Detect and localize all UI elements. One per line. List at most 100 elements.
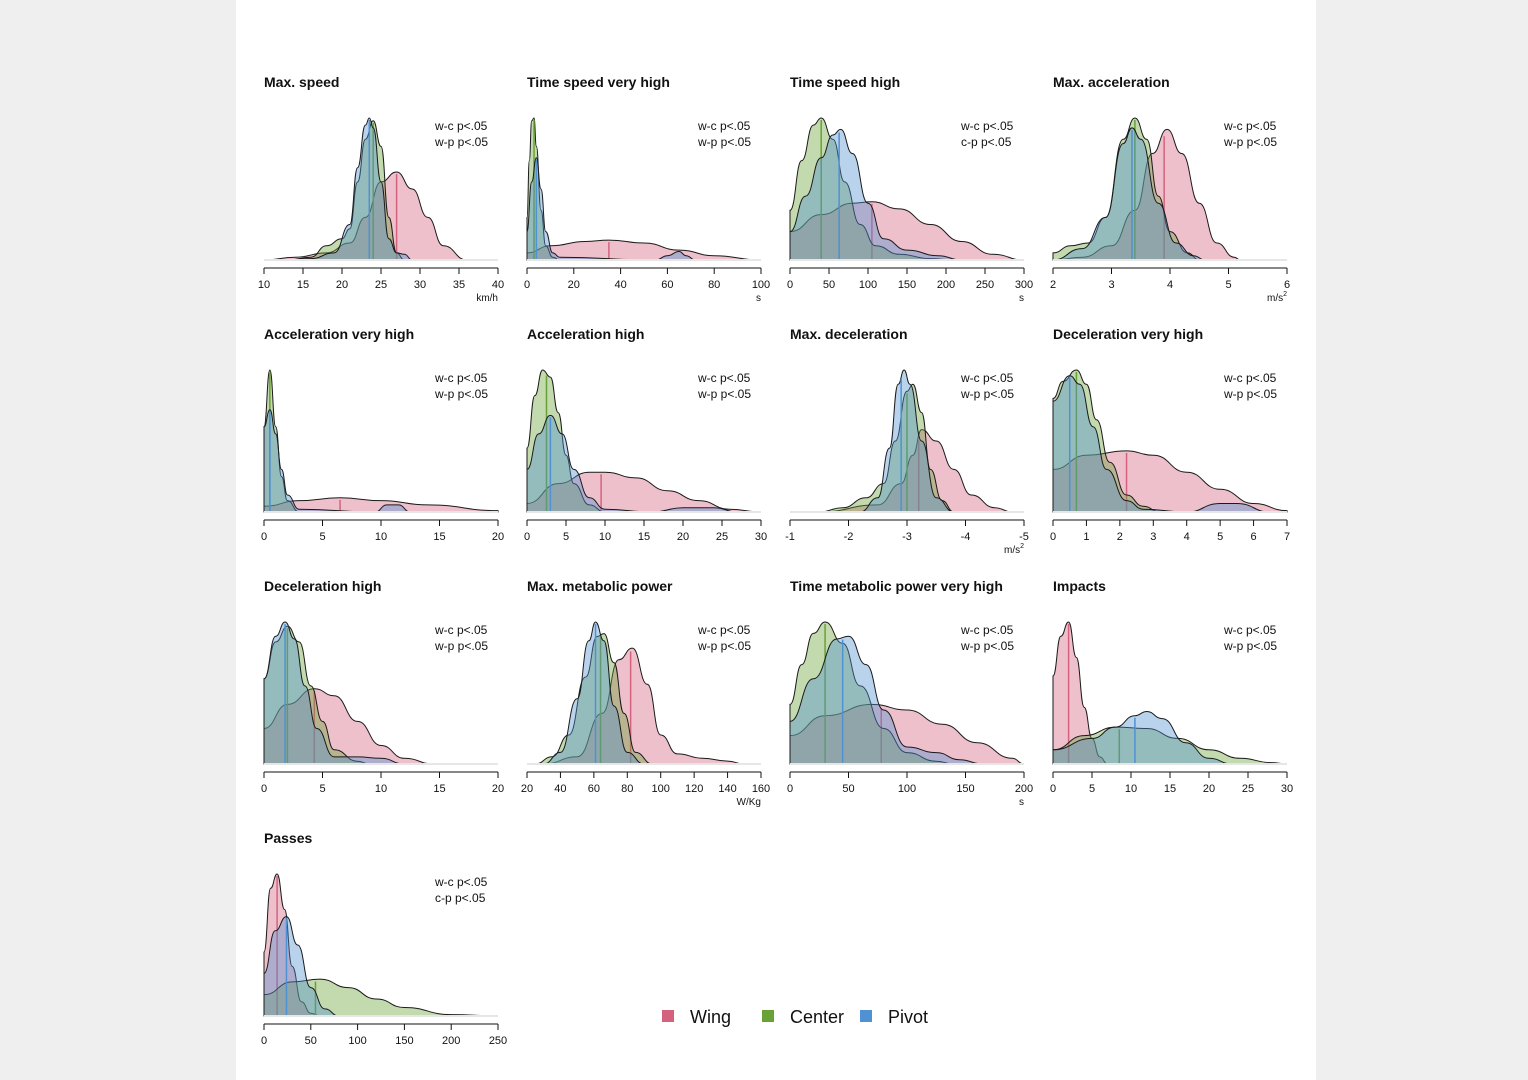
tick-label: 25 — [716, 531, 728, 543]
tick-label: 160 — [752, 783, 770, 795]
tick-label: 10 — [258, 279, 270, 291]
density-wing — [1052, 621, 1108, 765]
density-pivot — [263, 409, 411, 513]
tick-label: 0 — [787, 279, 793, 291]
panel-max-metabolic-power: Max. metabolic power w-c p<.05 w-p p<.05 20… — [521, 578, 770, 808]
significance-note: w-c p<.05 — [697, 371, 751, 385]
density-pivot — [526, 414, 738, 513]
legend-label: Center — [790, 1007, 844, 1027]
panel-title: Max. speed — [264, 74, 339, 90]
tick-label: 2 — [1117, 531, 1123, 543]
tick-label: 0 — [261, 1035, 267, 1047]
tick-label: 20 — [336, 279, 348, 291]
density-center — [1052, 117, 1200, 261]
legend-swatch — [860, 1010, 872, 1022]
significance-note: w-p p<.05 — [1223, 387, 1277, 401]
panel-title: Time metabolic power very high — [790, 578, 1003, 594]
significance-note: w-c p<.05 — [697, 623, 751, 637]
tick-label: 15 — [433, 531, 445, 543]
tick-label: 50 — [842, 783, 854, 795]
tick-label: 20 — [492, 531, 504, 543]
tick-label: 5 — [319, 783, 325, 795]
significance-note: w-c p<.05 — [434, 119, 488, 133]
tick-label: -3 — [902, 531, 912, 543]
tick-label: 140 — [718, 783, 736, 795]
density-pivot — [263, 916, 339, 1017]
tick-label: 0 — [787, 783, 793, 795]
significance-note: w-p p<.05 — [1223, 639, 1277, 653]
tick-label: 15 — [638, 531, 650, 543]
panel-max-deceleration: Max. deceleration w-c p<.05 w-p p<.05 -1 -2 -… — [785, 326, 1029, 556]
tick-label: 6 — [1251, 531, 1257, 543]
tick-label: 60 — [661, 279, 673, 291]
tick-label: -1 — [785, 531, 795, 543]
legend-label: Pivot — [888, 1007, 928, 1027]
figure-panel: Max. speed w-c p<.05 w-p p<.05 10 15 20 25 30 35… — [236, 0, 1316, 1080]
significance-note: w-c p<.05 — [1223, 119, 1277, 133]
tick-label: 0 — [261, 531, 267, 543]
tick-label: 40 — [614, 279, 626, 291]
density-wing — [1052, 128, 1241, 261]
tick-label: 5 — [1217, 531, 1223, 543]
panel-acceleration-very-high: Acceleration very high w-c p<.05 w-p p<.05… — [261, 326, 504, 543]
tick-label: 0 — [261, 783, 267, 795]
panel-acceleration-high: Acceleration high w-c p<.05 w-p p<.05 0 5 10 1… — [524, 326, 767, 543]
panel-title: Acceleration high — [527, 326, 644, 342]
panel-title: Max. acceleration — [1053, 74, 1170, 90]
significance-note: w-p p<.05 — [434, 387, 488, 401]
tick-label: 7 — [1284, 531, 1290, 543]
tick-label: 150 — [395, 1035, 413, 1047]
significance-note: w-p p<.05 — [960, 387, 1014, 401]
significance-note: w-p p<.05 — [697, 639, 751, 653]
density-pivot — [263, 621, 405, 765]
density-center — [1052, 369, 1161, 513]
density-wing — [263, 873, 321, 1017]
panel-title: Deceleration high — [264, 578, 381, 594]
panel-title: Passes — [264, 830, 312, 846]
tick-label: 10 — [1125, 783, 1137, 795]
tick-label: 15 — [1164, 783, 1176, 795]
tick-label: 50 — [823, 279, 835, 291]
tick-label: 4 — [1184, 531, 1190, 543]
panel-title: Deceleration very high — [1053, 326, 1203, 342]
tick-label: 6 — [1284, 279, 1290, 291]
axis-unit: m/s2 — [1004, 543, 1024, 556]
density-pivot — [1052, 710, 1233, 765]
density-center — [789, 117, 954, 261]
density-wing — [789, 201, 1025, 261]
panel-deceleration-high: Deceleration high w-c p<.05 w-p p<.05 0 5 10 1… — [261, 578, 504, 795]
tick-label: 35 — [453, 279, 465, 291]
axis-unit: m/s2 — [1267, 291, 1287, 304]
tick-label: 150 — [956, 783, 974, 795]
density-pivot — [789, 128, 962, 261]
tick-label: 0 — [524, 531, 530, 543]
significance-note: c-p p<.05 — [435, 891, 486, 905]
tick-label: 150 — [898, 279, 916, 291]
density-wing — [819, 429, 1013, 513]
axis-unit: s — [756, 293, 761, 304]
significance-note: w-p p<.05 — [697, 135, 751, 149]
tick-label: 25 — [375, 279, 387, 291]
tick-label: 5 — [563, 531, 569, 543]
density-pivot — [1052, 375, 1271, 513]
density-center — [789, 621, 954, 765]
legend-swatch — [662, 1010, 674, 1022]
legend-swatch — [762, 1010, 774, 1022]
tick-label: 100 — [348, 1035, 366, 1047]
density-pivot — [860, 369, 954, 513]
density-center — [263, 978, 499, 1017]
tick-label: 4 — [1167, 279, 1173, 291]
tick-label: 40 — [554, 783, 566, 795]
density-pivot — [789, 635, 984, 765]
tick-label: 10 — [375, 783, 387, 795]
legend-item-pivot: Pivot — [860, 1007, 928, 1027]
panel-title: Acceleration very high — [264, 326, 414, 342]
tick-label: 200 — [1015, 783, 1033, 795]
tick-label: 25 — [1242, 783, 1254, 795]
tick-label: 40 — [492, 279, 504, 291]
tick-label: 30 — [1281, 783, 1293, 795]
panel-max-acceleration: Max. acceleration w-c p<.05 w-p p<.05 2 3 4 5 6… — [1050, 74, 1290, 304]
significance-note: w-c p<.05 — [697, 119, 751, 133]
panel-impacts: Impacts w-c p<.05 w-p p<.05 0 5 10 15 20 25 30 — [1050, 578, 1293, 795]
tick-label: 20 — [677, 531, 689, 543]
